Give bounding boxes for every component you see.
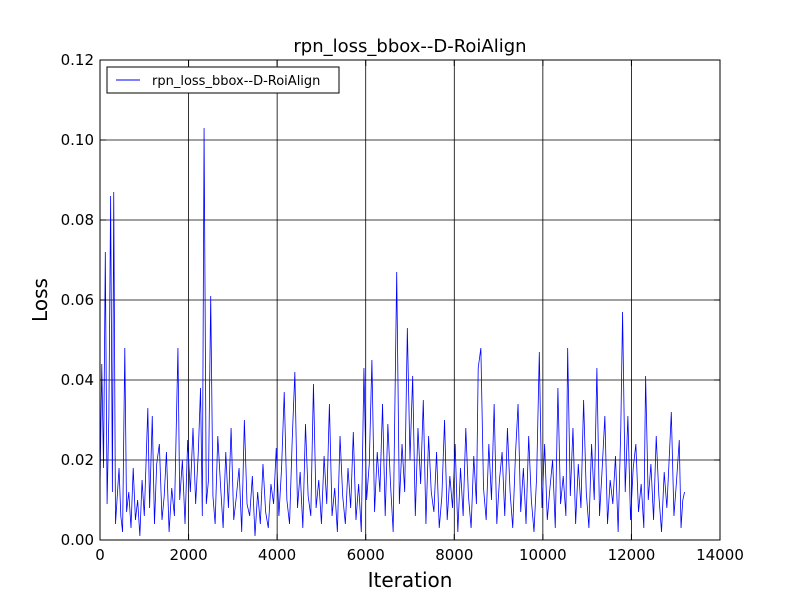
x-tick-label: 6000 bbox=[347, 546, 385, 564]
x-axis-label: Iteration bbox=[368, 568, 453, 592]
y-tick-label: 0.12 bbox=[61, 51, 94, 69]
y-axis-label: Loss bbox=[28, 278, 52, 322]
y-tick-label: 0.00 bbox=[61, 531, 94, 549]
x-tick-label: 4000 bbox=[258, 546, 296, 564]
y-tick-label: 0.08 bbox=[61, 211, 94, 229]
y-tick-label: 0.10 bbox=[61, 131, 94, 149]
chart-title: rpn_loss_bbox--D-RoiAlign bbox=[293, 36, 526, 57]
x-tick-label: 8000 bbox=[435, 546, 473, 564]
y-tick-label: 0.04 bbox=[61, 371, 94, 389]
x-tick-label: 0 bbox=[95, 546, 105, 564]
x-tick-label: 2000 bbox=[169, 546, 207, 564]
x-tick-label: 12000 bbox=[608, 546, 656, 564]
y-tick-label: 0.06 bbox=[61, 291, 94, 309]
x-tick-label: 14000 bbox=[696, 546, 744, 564]
series-line bbox=[99, 127, 685, 537]
legend-label: rpn_loss_bbox--D-RoiAlign bbox=[152, 74, 320, 89]
y-tick-label: 0.02 bbox=[61, 451, 94, 469]
legend: rpn_loss_bbox--D-RoiAlign bbox=[106, 66, 340, 94]
axis-ticks: 0 2000 4000 6000 8000 10000 12000 14000 0.00 0.02… bbox=[61, 51, 744, 564]
x-tick-label: 10000 bbox=[519, 546, 567, 564]
legend-box bbox=[106, 66, 340, 94]
series-layer bbox=[99, 127, 685, 537]
